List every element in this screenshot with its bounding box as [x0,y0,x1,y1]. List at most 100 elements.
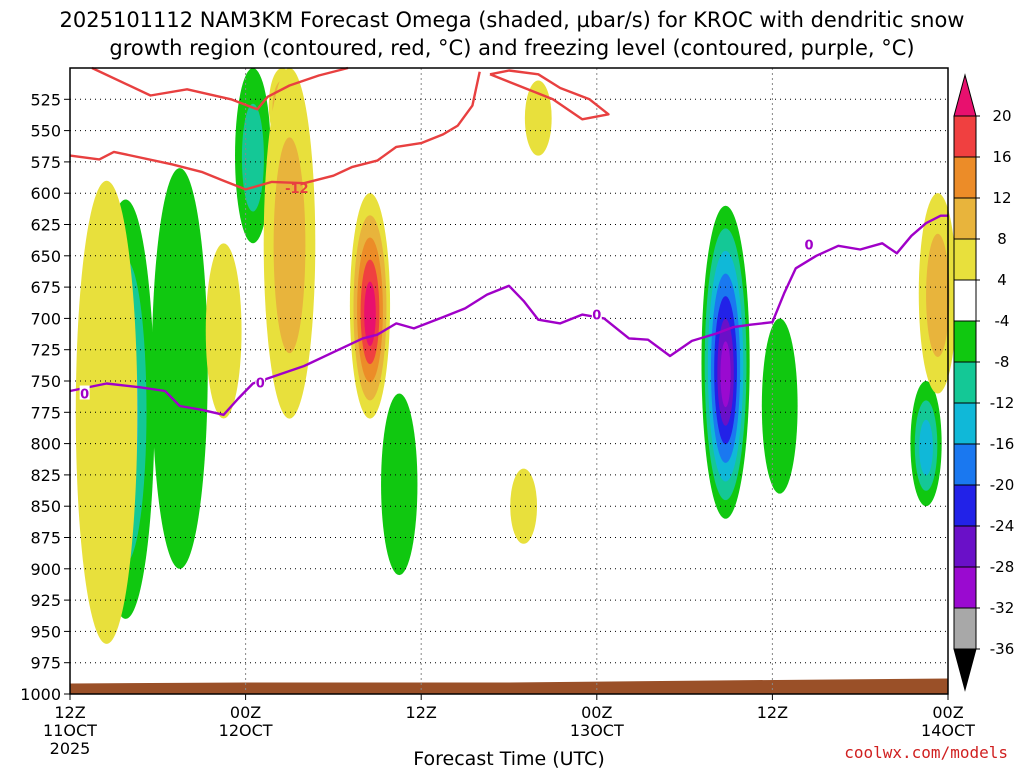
omega-contour-fill [364,281,376,347]
colorbar-bin [953,402,977,445]
omega-feature [75,180,138,644]
x-tick-date: 14OCT [921,721,975,740]
omega-shading [75,67,957,644]
y-tick-label: 525 [30,90,61,109]
colorbar-bin [953,361,977,404]
colorbar-bin [953,525,977,568]
y-tick-label: 900 [30,560,61,579]
y-tick-label: 825 [30,466,61,485]
x-tick-time: 00Z [581,703,612,722]
y-tick-label: 975 [30,654,61,673]
y-tick-label: 1000 [20,685,61,704]
y-tick-label: 600 [30,184,61,203]
colorbar-bin [953,238,977,281]
terrain-layer [70,678,948,694]
omega-contour-fill [926,233,950,357]
freezing-level-label-bg [803,236,814,251]
colorbar: 20 16 12 8 4 -4 -8 -12 -16 -20 -24 -28 -32 -36 [953,73,1015,692]
y-tick-label: 800 [30,435,61,454]
y-tick-label: 925 [30,591,61,610]
dgz-contour-line [69,71,481,191]
colorbar-bin [953,607,977,650]
dgz-contour-line [489,69,610,121]
x-tick-date: 13OCT [570,721,624,740]
colorbar-label: -28 [990,558,1015,576]
colorbar-label: -24 [990,517,1015,535]
x-tick-year: 2025 [50,739,91,758]
omega-contour-fill [273,137,306,354]
omega-contour-fill [510,468,538,544]
dgz-contour-line [91,66,349,111]
x-tick-date: 12OCT [219,721,273,740]
omega-contour-fill [720,341,731,408]
pressure-gridlines [70,68,948,695]
omega-contour-fill [205,243,242,419]
colorbar-label: -16 [990,435,1015,453]
x-tick-time: 12Z [54,703,85,722]
x-tick-time: 00Z [230,703,261,722]
colorbar-bin [953,73,977,117]
omega-feature [381,393,418,576]
dendritic-growth-contours: -12 [69,66,610,197]
colorbar-bin [953,320,977,363]
freezing-level-label: 0 [256,376,265,391]
omega-feature [205,243,242,419]
freezing-level-label-bg [591,306,602,321]
colorbar-label: 12 [992,189,1011,207]
colorbar-bin [953,566,977,609]
credit-text: coolwx.com/models [844,743,1008,762]
colorbar-bin [953,115,977,158]
terrain-fill [70,678,948,694]
colorbar-bin [953,279,977,322]
colorbar-bin [953,484,977,527]
y-tick-label: 875 [30,529,61,548]
y-tick-label: 725 [30,341,61,360]
colorbar-bin [953,648,977,692]
freezing-level-label: 0 [804,239,813,254]
y-tick-label: 575 [30,153,61,172]
omega-feature [349,193,391,419]
omega-contour-fill [381,393,418,576]
colorbar-label: 16 [992,148,1011,166]
omega-contour-fill [524,80,552,156]
x-axis-label: Forecast Time (UTC) [413,748,604,768]
colorbar-bin [953,443,977,486]
colorbar-bin [953,156,977,199]
freezing-level-label: 0 [592,309,601,324]
chart-title-line1: 2025101112 NAM3KM Forecast Omega (shaded… [60,8,965,32]
colorbar-label: -20 [990,476,1015,494]
chart-title-line2: growth region (contoured, red, °C) and f… [109,36,914,60]
x-tick-time: 00Z [932,703,963,722]
freezing-level-label-bg [79,385,90,400]
y-tick-label: 850 [30,497,61,516]
omega-feature [263,67,316,419]
y-tick-label: 550 [30,122,61,141]
colorbar-label: -32 [990,599,1015,617]
omega-feature [510,468,538,544]
omega-feature [524,80,552,156]
colorbar-label: 4 [997,271,1007,289]
y-tick-label: 675 [30,278,61,297]
omega-contour-fill [919,419,933,476]
y-tick-label: 650 [30,247,61,266]
freezing-level-label: 0 [80,388,89,403]
omega-feature [701,205,750,519]
dgz-contour-label: -12 [285,182,309,197]
colorbar-label: -8 [995,353,1010,371]
colorbar-label: 8 [997,230,1007,248]
omega-feature [761,318,798,494]
colorbar-label: -4 [995,312,1010,330]
y-axis: 525 550 575 600 625 650 675 700 725 750 775 800 825 8… [20,90,70,704]
omega-feature [151,168,208,569]
omega-contour-fill [761,318,798,494]
colorbar-label: 20 [992,107,1011,125]
freezing-level-line [69,214,948,416]
x-tick-time: 12Z [757,703,788,722]
y-tick-label: 750 [30,372,61,391]
x-tick-time: 12Z [406,703,437,722]
y-tick-label: 775 [30,403,61,422]
y-tick-label: 950 [30,622,61,641]
x-tick-date: 11OCT [43,721,97,740]
y-tick-label: 625 [30,216,61,235]
